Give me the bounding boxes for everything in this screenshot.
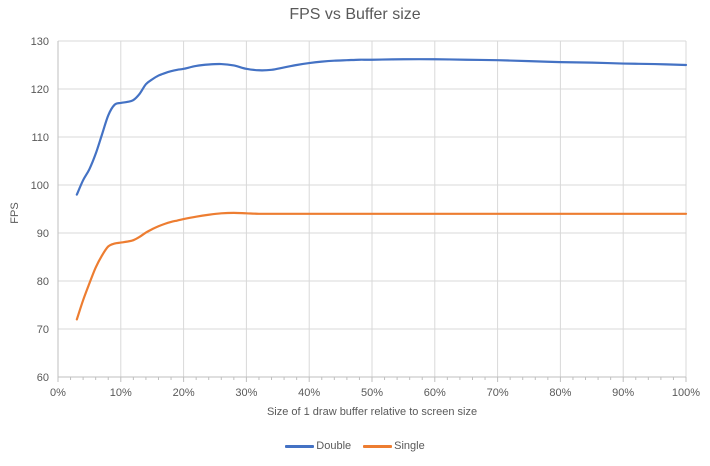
chart-title: FPS vs Buffer size	[289, 6, 421, 23]
y-tick-label: 80	[37, 276, 49, 288]
legend-swatch-double-icon	[285, 444, 315, 448]
x-tick-label: 20%	[173, 387, 195, 399]
legend-label-single: Single	[394, 440, 425, 452]
x-tick-label: 0%	[50, 387, 66, 399]
y-axis-title-text: FPS	[9, 202, 21, 224]
series-line-double	[75, 58, 688, 196]
legend-item-double: Double	[285, 440, 351, 452]
x-tick-label: 50%	[361, 387, 383, 399]
legend-item-single: Single	[363, 440, 425, 452]
x-tick-label: 100%	[672, 387, 700, 399]
y-tick-label: 90	[37, 228, 49, 240]
x-tick-label: 40%	[298, 387, 320, 399]
y-tick-label: 120	[31, 84, 49, 96]
x-tick-label: 10%	[110, 387, 132, 399]
legend-swatch-single-icon	[363, 444, 393, 448]
y-tick-label: 70	[37, 324, 49, 336]
x-tick-label: 80%	[549, 387, 571, 399]
y-tick-label: 60	[37, 372, 49, 384]
x-tick-label: 60%	[424, 387, 446, 399]
legend-label-double: Double	[316, 440, 352, 452]
x-tick-label: 90%	[612, 387, 634, 399]
x-axis-title: Size of 1 draw buffer relative to screen…	[266, 406, 478, 418]
y-tick-label: 100	[31, 180, 49, 192]
y-tick-label: 130	[31, 36, 49, 48]
x-tick-label: 70%	[487, 387, 509, 399]
y-tick-label: 110	[31, 132, 49, 144]
series-line-single	[75, 211, 688, 321]
x-tick-label: 30%	[235, 387, 257, 399]
legend: Double Single	[0, 440, 710, 452]
